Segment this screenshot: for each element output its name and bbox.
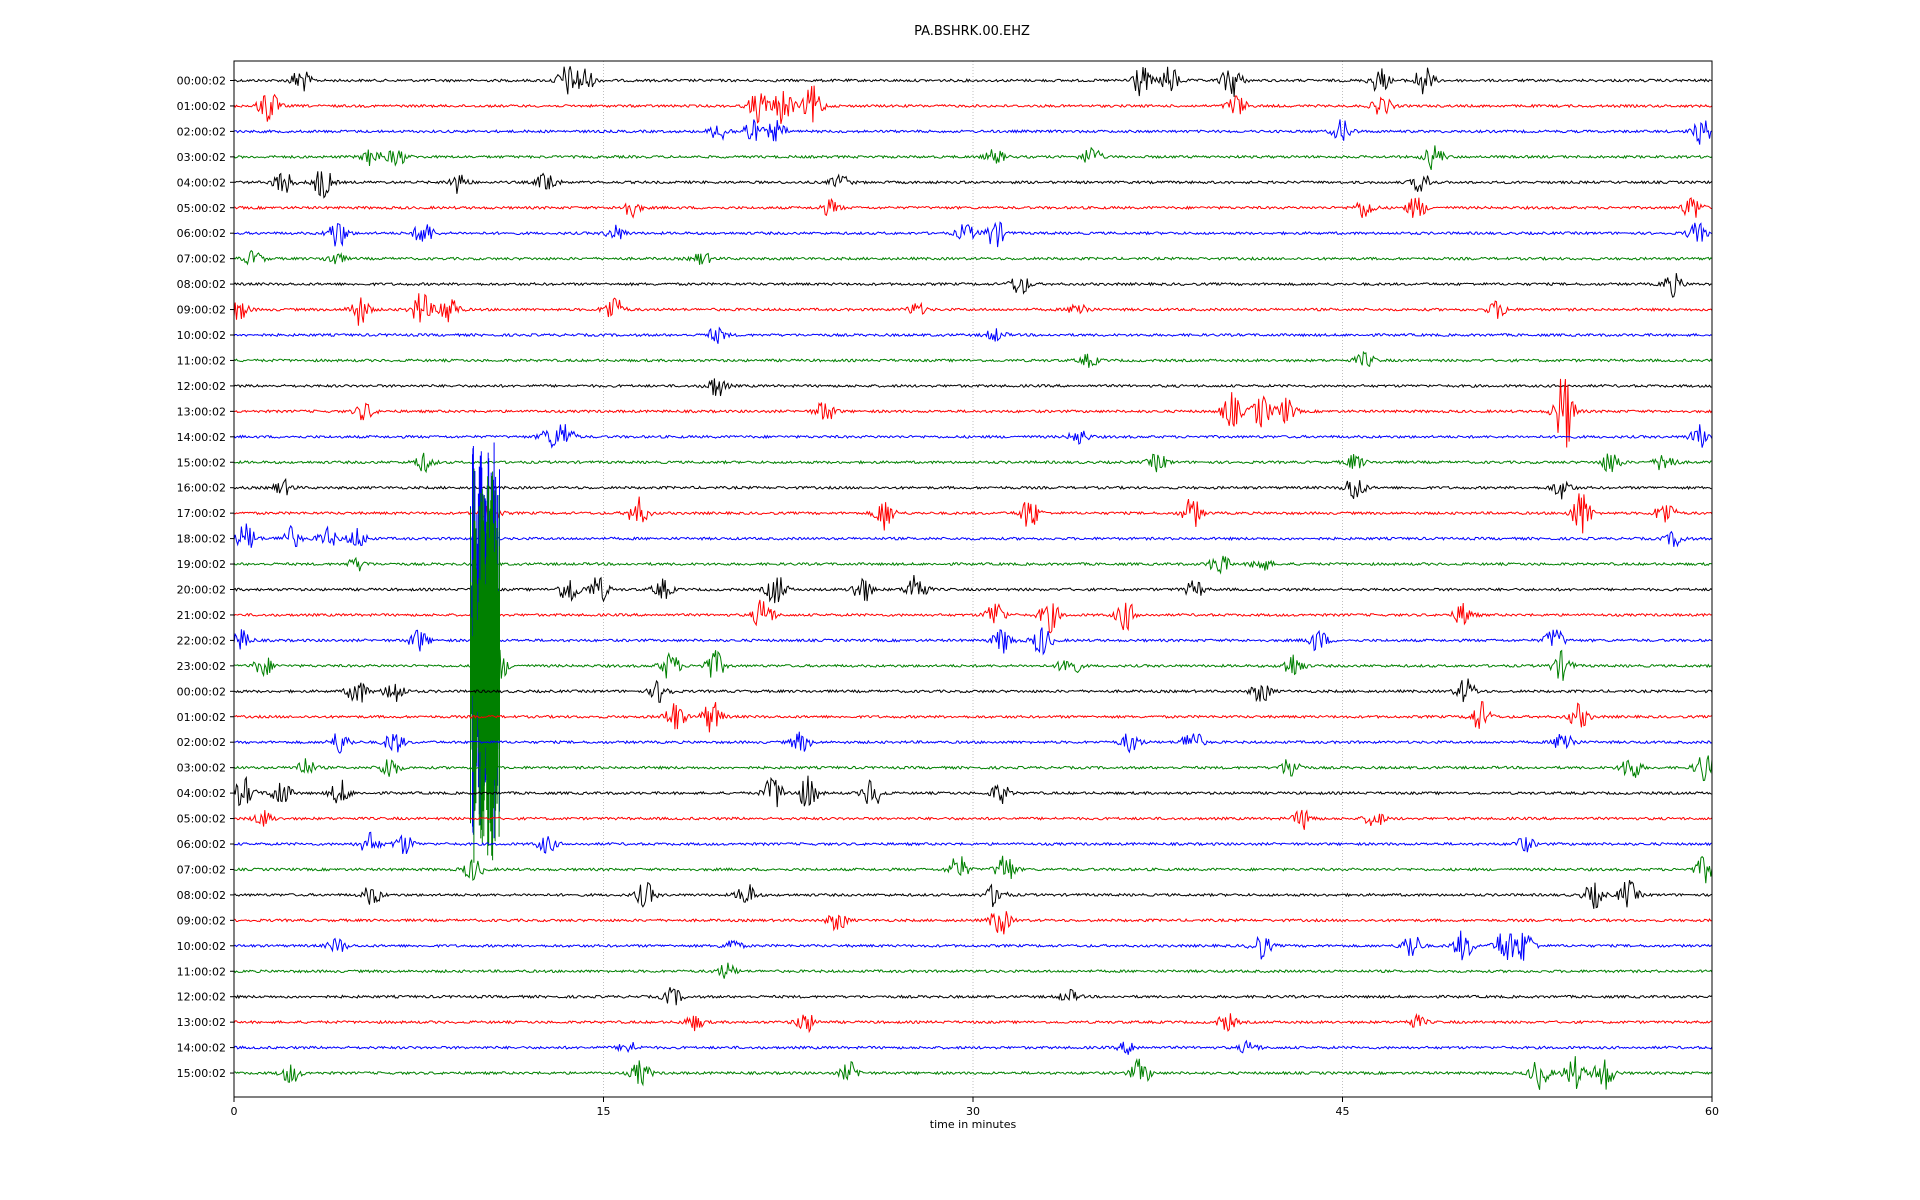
trace-line [233,809,1713,830]
trace-spike [470,469,500,863]
y-tick-label: 07:00:02 [177,253,226,266]
y-tick-label: 09:00:02 [177,914,226,927]
trace-line [233,775,1713,808]
y-tick-label: 18:00:02 [177,533,226,546]
x-tick-label: 30 [966,1105,980,1118]
y-tick-label: 12:00:02 [177,380,226,393]
plot-frame [233,60,1713,1098]
trace-line [233,171,1713,199]
y-tick-label: 10:00:02 [177,940,226,953]
y-tick-label: 11:00:02 [177,354,226,367]
trace-line [233,755,1713,782]
trace-line [233,424,1713,449]
trace-line [233,145,1713,170]
y-tick-label: 08:00:02 [177,278,226,291]
y-tick-label: 04:00:02 [177,787,226,800]
trace-line [233,555,1713,575]
trace-line [234,855,1713,884]
y-tick-label: 05:00:02 [177,813,226,826]
trace-line [233,221,1713,248]
y-tick-label: 16:00:02 [177,482,226,495]
trace-line [233,1039,1713,1055]
trace-line [233,119,1713,145]
trace-line [233,700,1713,733]
trace-line [233,1012,1713,1034]
y-tick-label: 13:00:02 [177,405,226,418]
trace-line [233,731,1713,754]
trace-line [233,378,1713,397]
y-tick-label: 10:00:02 [177,329,226,342]
y-tick-label: 07:00:02 [177,863,226,876]
trace-line [233,649,1713,682]
x-axis-label: time in minutes [930,1118,1017,1131]
y-tick-label: 13:00:02 [177,1016,226,1029]
x-tick-label: 15 [597,1105,611,1118]
y-tick-label: 03:00:02 [177,151,226,164]
y-tick-label: 01:00:02 [177,711,226,724]
trace-line [233,987,1713,1006]
trace-line [233,85,1713,124]
trace-line [233,678,1713,703]
y-tick-label: 06:00:02 [177,838,226,851]
y-tick-label: 20:00:02 [177,584,226,597]
y-tick-label: 17:00:02 [177,507,226,520]
y-tick-label: 03:00:02 [177,762,226,775]
y-tick-label: 14:00:02 [177,1042,226,1055]
y-tick-label: 00:00:02 [177,75,226,88]
trace-line [233,66,1713,97]
y-tick-label: 00:00:02 [177,685,226,698]
chart-title: PA.BSHRK.00.EHZ [914,24,1030,39]
trace-line [233,197,1713,219]
y-tick-label: 06:00:02 [177,227,226,240]
trace-line [233,831,1713,855]
y-tick-label: 04:00:02 [177,176,226,189]
x-tick-label: 45 [1336,1105,1350,1118]
trace-line [233,326,1713,344]
trace-line [233,378,1713,448]
trace-line [233,930,1713,961]
y-tick-label: 23:00:02 [177,660,226,673]
trace-line [233,273,1713,298]
x-tick-label: 0 [231,1105,238,1118]
x-tick-label: 60 [1705,1105,1719,1118]
y-tick-label: 02:00:02 [177,736,226,749]
trace-group [233,66,1713,1090]
y-tick-label: 09:00:02 [177,304,226,317]
y-tick-label: 11:00:02 [177,965,226,978]
y-tick-label: 14:00:02 [177,431,226,444]
y-tick-labels: 00:00:02 01:00:02 02:00:02 03:00:02 04:00:02… [177,75,234,1080]
y-tick-label: 01:00:02 [177,100,226,113]
y-tick-label: 15:00:02 [177,456,226,469]
y-tick-label: 12:00:02 [177,991,226,1004]
y-tick-label: 21:00:02 [177,609,226,622]
trace-line [233,1056,1713,1090]
y-tick-label: 08:00:02 [177,889,226,902]
y-tick-label: 15:00:02 [177,1067,226,1080]
y-tick-label: 02:00:02 [177,125,226,138]
trace-line [233,350,1713,368]
trace-line [233,293,1713,326]
y-tick-label: 19:00:02 [177,558,226,571]
trace-line [233,911,1713,935]
trace-line [233,249,1713,266]
trace-line [233,880,1713,909]
y-tick-label: 05:00:02 [177,202,226,215]
y-tick-label: 22:00:02 [177,634,226,647]
x-axis: 0 15 30 45 60 [231,1097,1719,1118]
grid-lines [603,61,1343,1097]
trace-line [233,962,1713,979]
